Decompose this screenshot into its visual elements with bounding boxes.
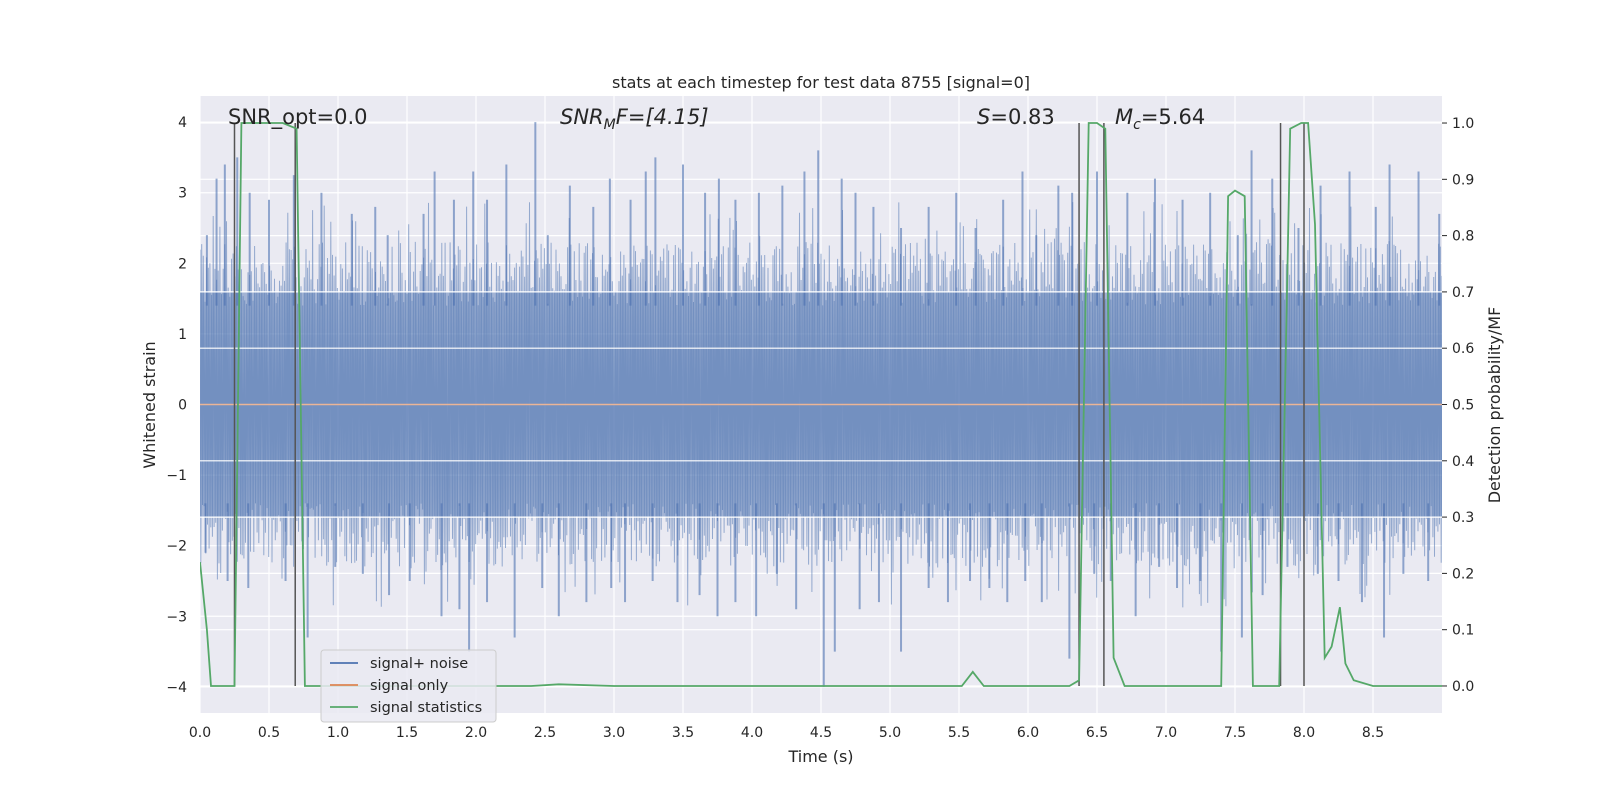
y-tick-label: −3 [166, 609, 187, 625]
x-tick-label: 5.5 [948, 725, 970, 741]
x-tick-label: 8.5 [1362, 725, 1384, 741]
x-tick-labels: 0.0 0.5 1.0 1.5 2.0 2.5 3.0 3.5 4.0 4.5 5.0 5.5 6.0 6… [189, 725, 1384, 741]
legend-label-signal-only: signal only [370, 678, 449, 694]
y2-tick-label: 1.0 [1452, 116, 1474, 132]
legend-label-signal-statistics: signal statistics [370, 700, 482, 716]
y2-tick-label: 0.5 [1452, 398, 1474, 414]
x-tick-label: 4.0 [741, 725, 763, 741]
y2-tick-label: 0.2 [1452, 566, 1474, 582]
x-tick-label: 6.0 [1017, 725, 1039, 741]
signal-statistics-line [200, 122, 1442, 687]
y-axis-label: Whitened strain [140, 341, 159, 468]
x-tick-label: 0.0 [189, 725, 211, 741]
y-tick-labels: −4 −3 −2 −1 0 1 2 3 4 [166, 115, 187, 696]
y2-axis-label: Detection probability/MF [1485, 307, 1504, 504]
noise-trace [200, 202, 1442, 608]
y2-tick-label: 0.7 [1452, 285, 1474, 301]
y2-tick-label: 0.4 [1452, 454, 1474, 470]
y-tick-label: −4 [166, 680, 187, 696]
x-axis-label: Time (s) [787, 747, 853, 766]
x-tick-label: 4.5 [810, 725, 832, 741]
x-tick-label: 6.5 [1086, 725, 1108, 741]
y2-tick-label: 0.0 [1452, 679, 1474, 695]
x-tick-label: 2.5 [534, 725, 556, 741]
y2-tick-label: 0.3 [1452, 510, 1474, 526]
x-tick-label: 3.5 [672, 725, 694, 741]
y2-tick-label: 0.6 [1452, 341, 1474, 357]
y-tick-label: 4 [178, 115, 187, 131]
vertical-markers [233, 123, 1305, 686]
x-tick-label: 1.0 [327, 725, 349, 741]
y2-tick-label: 0.9 [1452, 172, 1474, 188]
x-tick-label: 5.0 [879, 725, 901, 741]
annotation-snr-mf: SNRMF=[4.15] [560, 105, 709, 133]
legend-label-signal-noise: signal+ noise [370, 656, 468, 672]
y-tick-label: −1 [166, 468, 187, 484]
legend: signal+ noise signal only signal statist… [320, 649, 497, 723]
legend-box [320, 649, 497, 723]
y2-tick-labels: 0.0 0.1 0.2 0.3 0.4 0.5 0.6 0.7 0.8 0.9 1.0 [1442, 116, 1474, 695]
chart-title: stats at each timestep for test data 875… [612, 73, 1030, 92]
y-tick-label: 3 [178, 186, 187, 202]
y-tick-label: 0 [178, 398, 187, 414]
x-tick-label: 7.5 [1224, 725, 1246, 741]
y2-tick-label: 0.8 [1452, 229, 1474, 245]
annotation-mc: Mc=5.64 [1115, 105, 1205, 133]
x-tick-label: 1.5 [396, 725, 418, 741]
y2-tick-label: 0.1 [1452, 623, 1474, 639]
annotation-snr-opt: SNR_opt=0.0 [228, 105, 368, 130]
x-tick-label: 2.0 [465, 725, 487, 741]
x-tick-label: 8.0 [1293, 725, 1315, 741]
y-tick-label: −2 [166, 539, 187, 555]
y-tick-label: 2 [178, 256, 187, 272]
annotation-s: S=0.83 [977, 105, 1055, 129]
y-tick-label: 1 [178, 327, 187, 343]
signal-statistics-series [200, 122, 1442, 687]
x-tick-label: 0.5 [258, 725, 280, 741]
x-tick-label: 7.0 [1155, 725, 1177, 741]
x-tick-label: 3.0 [603, 725, 625, 741]
